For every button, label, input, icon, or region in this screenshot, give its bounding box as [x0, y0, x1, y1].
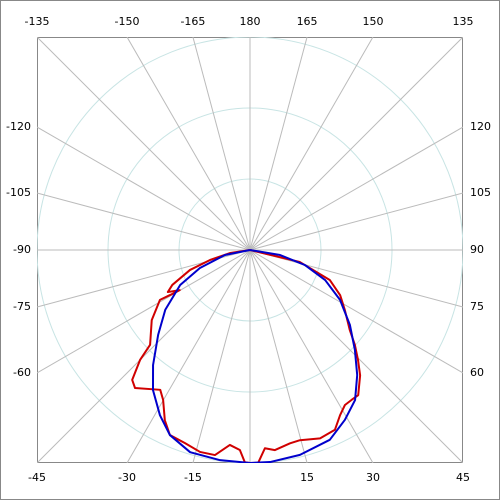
angle-label: 30 [366, 471, 380, 484]
spoke [192, 37, 251, 251]
spoke [249, 192, 463, 251]
angle-label: 105 [470, 186, 491, 199]
spoke [249, 249, 463, 374]
angle-label: -60 [13, 366, 31, 379]
spoke [126, 249, 251, 463]
spoke [37, 126, 251, 251]
spoke [126, 37, 251, 251]
angle-label: -45 [28, 471, 46, 484]
angle-label: 90 [470, 243, 484, 256]
spoke [249, 249, 374, 463]
angle-label: -75 [13, 300, 31, 313]
angle-label: 135 [453, 15, 474, 28]
spoke [249, 126, 463, 251]
angle-label: 150 [362, 15, 383, 28]
curves [131, 249, 362, 463]
angle-label: -105 [6, 186, 31, 199]
angle-label: -165 [180, 15, 205, 28]
spoke [37, 249, 251, 374]
angle-label: 15 [300, 471, 314, 484]
angle-label: 165 [297, 15, 318, 28]
angle-label: -90 [13, 243, 31, 256]
angle-label: -120 [6, 120, 31, 133]
angle-label: 180 [240, 15, 261, 28]
angle-label: -135 [25, 15, 50, 28]
angle-label: -15 [184, 471, 202, 484]
spoke [37, 37, 251, 251]
angle-label: -30 [118, 471, 136, 484]
angle-label: 60 [470, 366, 484, 379]
angle-label: -150 [115, 15, 140, 28]
spoke [249, 37, 374, 251]
spoke [249, 249, 308, 463]
spoke [249, 37, 463, 251]
angle-label: 120 [470, 120, 491, 133]
pattern-line [151, 249, 359, 463]
spoke [37, 192, 251, 251]
angle-label: 45 [456, 471, 470, 484]
pattern-line [131, 249, 362, 463]
spoke [192, 249, 251, 463]
angle-label: 75 [470, 300, 484, 313]
spoke [249, 37, 308, 251]
